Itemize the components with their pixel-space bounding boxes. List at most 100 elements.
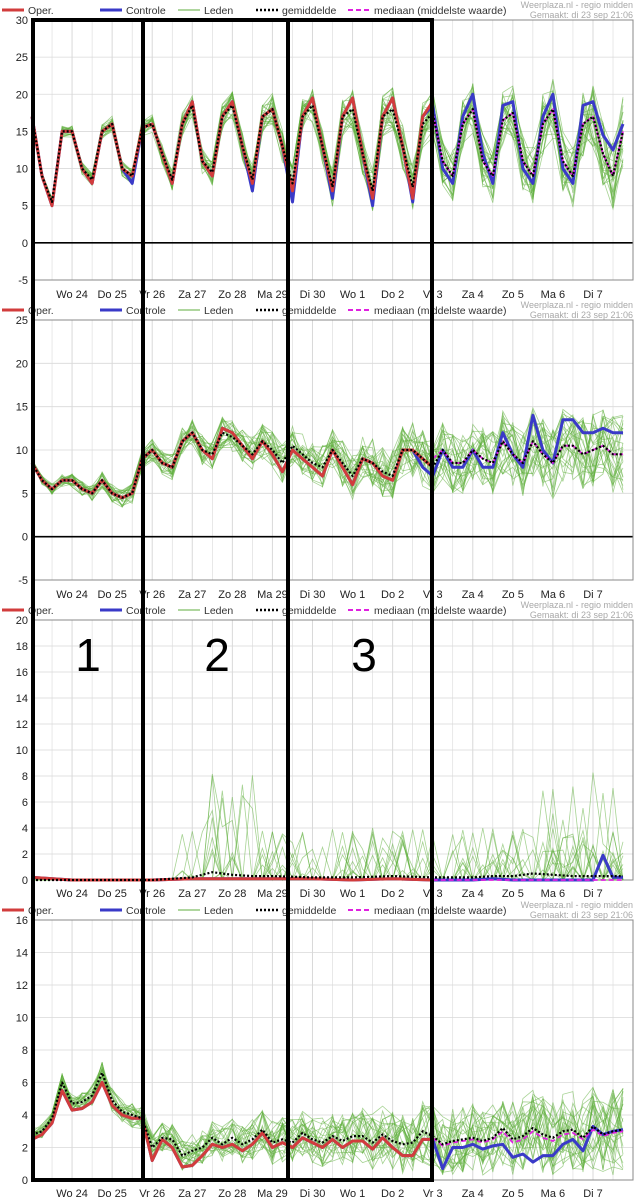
legend-label-leden: Leden bbox=[204, 5, 233, 17]
y-tick-label: 20 bbox=[16, 89, 28, 101]
legend-label-leden: Leden bbox=[204, 305, 233, 317]
y-tick-label: 2 bbox=[22, 1143, 28, 1155]
panel-4: Oper. Controle Leden gemiddelde mediaan (mid… bbox=[2, 900, 634, 1200]
y-tick-label: 6 bbox=[22, 797, 28, 809]
oper-line bbox=[31, 875, 433, 882]
x-tick-label: Di 30 bbox=[300, 589, 326, 601]
y-tick-label: 0 bbox=[22, 532, 28, 544]
period-boxes bbox=[31, 18, 434, 1182]
x-tick-label: Di 7 bbox=[583, 589, 603, 601]
oper-line bbox=[31, 1081, 433, 1169]
source-label: Weerplaza.nl - regio midden bbox=[521, 300, 633, 310]
x-tick-label: Wo 1 bbox=[340, 1188, 365, 1200]
y-tick-label: -5 bbox=[18, 575, 28, 587]
x-tick-label: Wo 1 bbox=[340, 888, 365, 900]
y-tick-label: 14 bbox=[16, 693, 28, 705]
y-tick-label: 5 bbox=[22, 488, 28, 500]
y-tick-label: 10 bbox=[16, 164, 28, 176]
legend-row: Oper. Controle Leden gemiddelde mediaan (mid… bbox=[2, 905, 506, 917]
x-tick-label: Zo 28 bbox=[218, 1188, 246, 1200]
x-tick-label: Zo 5 bbox=[502, 589, 524, 601]
x-tick-label: Za 4 bbox=[462, 289, 484, 301]
x-tick-label: Za 4 bbox=[462, 589, 484, 601]
x-tick-label: Vr 26 bbox=[139, 1188, 165, 1200]
x-tick-label: Ma 29 bbox=[257, 888, 288, 900]
member-line bbox=[31, 1069, 624, 1173]
y-tick-label: 12 bbox=[16, 719, 28, 731]
x-tick-label: Di 7 bbox=[583, 1188, 603, 1200]
x-tick-label: Ma 29 bbox=[257, 1188, 288, 1200]
source-label: Weerplaza.nl - regio midden bbox=[521, 600, 633, 610]
legend-label-gemiddelde: gemiddelde bbox=[282, 905, 336, 917]
x-tick-label: Di 30 bbox=[300, 1188, 326, 1200]
x-tick-label: Zo 28 bbox=[218, 589, 246, 601]
member-line bbox=[31, 1064, 624, 1173]
y-tick-label: -5 bbox=[18, 275, 28, 287]
x-tick-label: Zo 28 bbox=[218, 289, 246, 301]
y-tick-label: 4 bbox=[22, 823, 28, 835]
y-tick-label: 5 bbox=[22, 201, 28, 213]
member-line bbox=[31, 1066, 624, 1166]
x-tick-label: Di 7 bbox=[583, 289, 603, 301]
y-tick-label: 8 bbox=[22, 1045, 28, 1057]
x-tick-label: Ma 6 bbox=[541, 1188, 565, 1200]
x-tick-label: Za 27 bbox=[178, 589, 206, 601]
y-tick-label: 6 bbox=[22, 1078, 28, 1090]
legend-label-mediaan: mediaan (middelste waarde) bbox=[374, 305, 506, 317]
y-tick-label: 15 bbox=[16, 126, 28, 138]
x-tick-label: Za 27 bbox=[178, 1188, 206, 1200]
legend-label-controle: Controle bbox=[126, 305, 166, 317]
y-tick-label: 10 bbox=[16, 745, 28, 757]
x-tick-label: Wo 24 bbox=[56, 589, 88, 601]
x-tick-label: Zo 5 bbox=[502, 888, 524, 900]
member-line bbox=[31, 1067, 624, 1176]
legend-label-controle: Controle bbox=[126, 5, 166, 17]
member-line bbox=[31, 1082, 624, 1175]
source-label: Weerplaza.nl - regio midden bbox=[521, 900, 633, 910]
period-label-3: 3 bbox=[351, 629, 377, 681]
y-tick-label: 20 bbox=[16, 615, 28, 627]
member-line bbox=[31, 1077, 624, 1170]
legend-row: Oper. Controle Leden gemiddelde mediaan (mid… bbox=[2, 305, 506, 317]
y-tick-label: 14 bbox=[16, 948, 28, 960]
x-tick-label: Wo 24 bbox=[56, 888, 88, 900]
x-tick-label: Di 30 bbox=[300, 289, 326, 301]
x-tick-label: Wo 1 bbox=[340, 289, 365, 301]
y-tick-label: 0 bbox=[22, 238, 28, 250]
mean-line bbox=[31, 431, 623, 499]
y-tick-label: 12 bbox=[16, 980, 28, 992]
x-tick-label: Do 2 bbox=[381, 888, 404, 900]
legend-row: Oper. Controle Leden gemiddelde mediaan (mid… bbox=[2, 605, 506, 617]
x-tick-label: Vr 3 bbox=[423, 1188, 443, 1200]
x-tick-label: Do 2 bbox=[381, 1188, 404, 1200]
legend-row: Oper. Controle Leden gemiddelde mediaan (mid… bbox=[2, 5, 506, 17]
y-tick-label: 25 bbox=[16, 315, 28, 327]
x-tick-label: Zo 28 bbox=[218, 888, 246, 900]
legend-label-gemiddelde: gemiddelde bbox=[282, 5, 336, 17]
period-box-3 bbox=[286, 18, 434, 1182]
made-label: Gemaakt: di 23 sep 21:06 bbox=[530, 310, 633, 320]
made-label: Gemaakt: di 23 sep 21:06 bbox=[530, 910, 633, 920]
x-tick-label: Wo 1 bbox=[340, 589, 365, 601]
legend-label-mediaan: mediaan (middelste waarde) bbox=[374, 5, 506, 17]
x-tick-label: Za 27 bbox=[178, 888, 206, 900]
x-tick-label: Wo 24 bbox=[56, 1188, 88, 1200]
x-tick-label: Do 25 bbox=[97, 589, 126, 601]
member-line bbox=[31, 1070, 624, 1170]
panel-1: Oper. Controle Leden gemiddelde mediaan (mid… bbox=[2, 0, 634, 301]
y-tick-label: 2 bbox=[22, 849, 28, 861]
x-tick-label: Vr 26 bbox=[139, 289, 165, 301]
legend-label-gemiddelde: gemiddelde bbox=[282, 605, 336, 617]
x-tick-label: Ma 6 bbox=[541, 289, 565, 301]
legend-label-gemiddelde: gemiddelde bbox=[282, 305, 336, 317]
x-tick-label: Do 25 bbox=[97, 888, 126, 900]
x-tick-label: Do 2 bbox=[381, 289, 404, 301]
y-tick-label: 10 bbox=[16, 445, 28, 457]
x-tick-label: Zo 5 bbox=[502, 1188, 524, 1200]
y-tick-label: 30 bbox=[16, 15, 28, 27]
y-tick-label: 0 bbox=[22, 875, 28, 887]
member-line bbox=[31, 1062, 624, 1176]
y-tick-label: 0 bbox=[22, 1175, 28, 1187]
x-tick-label: Do 25 bbox=[97, 1188, 126, 1200]
